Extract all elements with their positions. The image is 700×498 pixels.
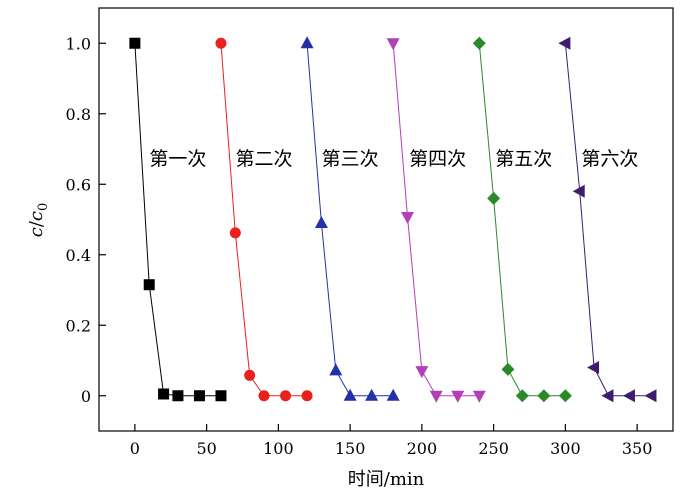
y-axis-label: c/c0 <box>26 203 51 238</box>
data-point <box>158 388 170 400</box>
data-point <box>300 36 314 49</box>
x-tick-label: 50 <box>196 439 216 458</box>
data-point <box>558 36 571 50</box>
series-line <box>220 43 308 397</box>
series-5 <box>472 36 572 403</box>
series-line <box>564 43 652 397</box>
series-2 <box>215 37 313 402</box>
y-tick-label: 0.6 <box>66 175 91 194</box>
data-point <box>215 37 227 49</box>
series-annotation: 第一次 <box>149 148 206 170</box>
data-point <box>572 184 585 198</box>
y-label-sub-index: 0 <box>36 203 51 211</box>
x-tick-label: 100 <box>263 439 294 458</box>
x-tick-label: 200 <box>407 439 438 458</box>
series-4 <box>386 38 486 403</box>
x-tick-label: 0 <box>130 439 140 458</box>
y-tick-label: 0.8 <box>66 105 91 124</box>
data-point <box>193 390 205 402</box>
data-point <box>143 279 155 291</box>
data-point <box>501 362 515 376</box>
data-point <box>587 361 600 375</box>
data-point <box>558 389 572 403</box>
data-point <box>386 388 400 401</box>
data-point <box>644 389 657 403</box>
series-line <box>478 43 566 397</box>
data-point <box>229 227 241 239</box>
data-point <box>365 388 379 401</box>
y-tick-label: 0 <box>81 387 91 406</box>
data-point <box>172 390 184 402</box>
y-label-main: c <box>26 227 47 237</box>
data-point <box>129 37 141 49</box>
data-point <box>601 389 614 403</box>
series-line <box>134 43 221 397</box>
data-point <box>622 389 635 403</box>
data-point <box>401 212 415 225</box>
axis-ticks: 0 50 100 150 200 250 300 350 0 0.2 0.4 0.6 0.8 1.0 <box>66 34 653 458</box>
data-point <box>258 390 270 402</box>
x-tick-label: 250 <box>478 439 509 458</box>
series-layer <box>129 36 657 403</box>
series-annotation: 第四次 <box>409 148 466 170</box>
series-annotation: 第五次 <box>495 148 552 170</box>
y-label-div: / <box>26 220 47 227</box>
data-point <box>343 388 357 401</box>
data-point <box>329 363 343 376</box>
x-tick-label: 350 <box>622 439 653 458</box>
data-point <box>451 390 465 403</box>
data-point <box>314 216 328 229</box>
data-point <box>472 390 486 403</box>
plot-frame <box>98 7 674 432</box>
y-label-sub-base: c <box>26 211 47 221</box>
y-tick-label: 0.4 <box>66 246 91 265</box>
series-annotation: 第三次 <box>322 148 379 170</box>
data-point <box>415 366 429 379</box>
series-annotation: 第二次 <box>236 148 293 170</box>
data-point <box>515 389 529 403</box>
data-point <box>301 390 313 402</box>
x-axis-label: 时间/min <box>348 469 425 490</box>
data-point <box>215 390 227 402</box>
x-tick-label: 150 <box>335 439 366 458</box>
series-1 <box>129 37 227 402</box>
data-point <box>487 191 501 205</box>
series-6 <box>558 36 657 403</box>
data-point <box>244 369 256 381</box>
series-3 <box>300 36 400 401</box>
data-point <box>280 390 292 402</box>
data-point <box>472 36 486 50</box>
y-tick-label: 1.0 <box>66 34 91 53</box>
x-tick-label: 300 <box>550 439 581 458</box>
annotation-layer: 第一次 第二次 第三次 第四次 第五次 第六次 <box>149 148 638 170</box>
data-point <box>537 389 551 403</box>
data-point <box>429 390 443 403</box>
series-annotation: 第六次 <box>581 148 638 170</box>
y-tick-label: 0.2 <box>66 316 91 335</box>
data-point <box>386 38 400 51</box>
